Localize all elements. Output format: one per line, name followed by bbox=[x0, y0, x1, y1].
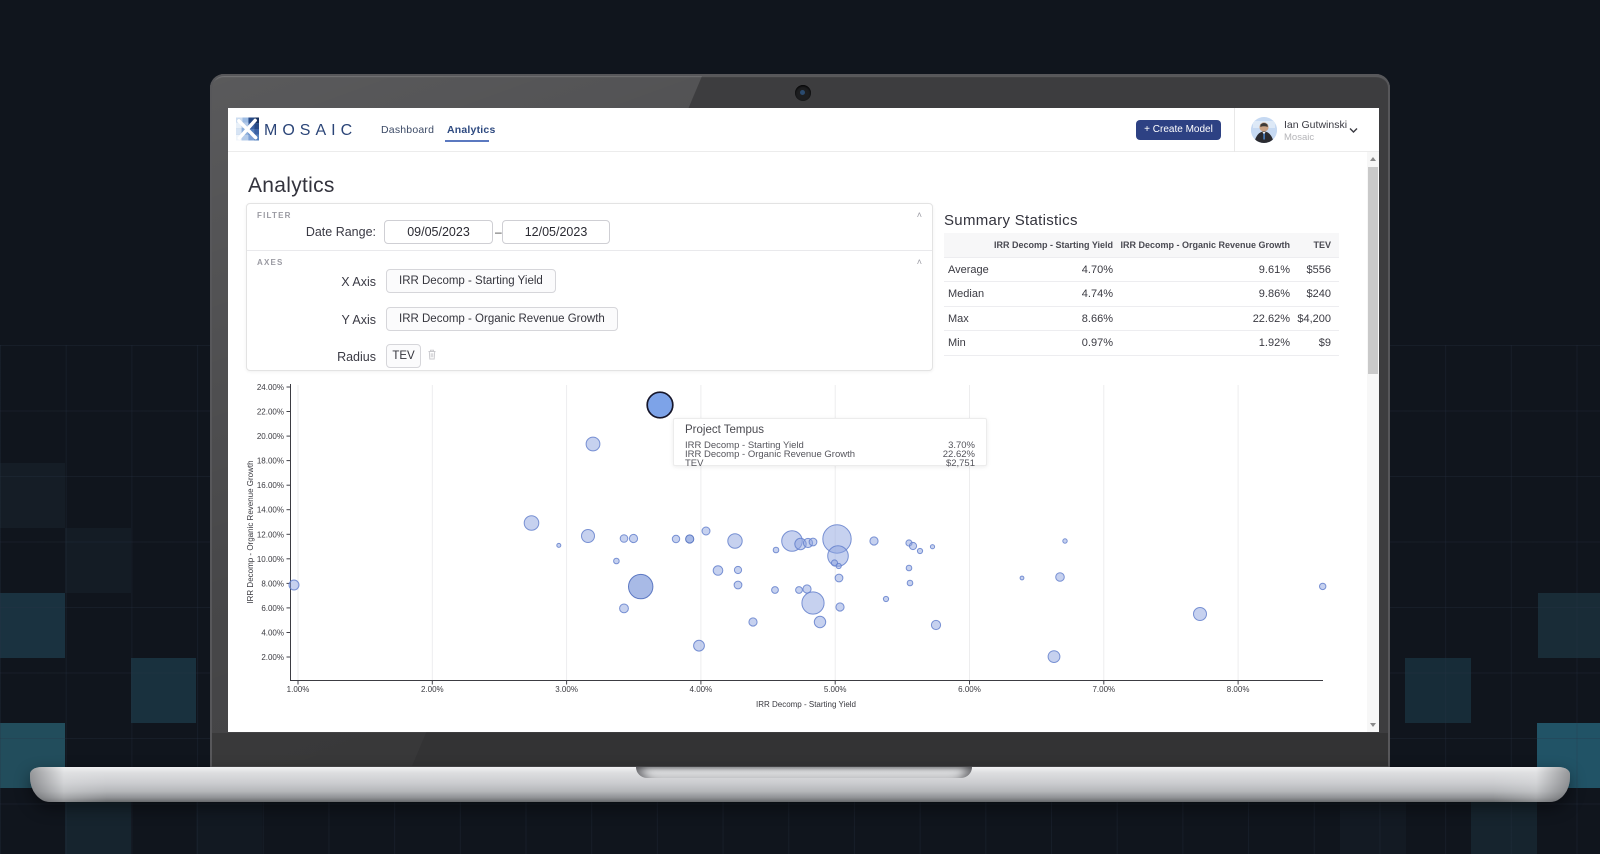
svg-text:20.00%: 20.00% bbox=[257, 432, 284, 441]
svg-text:6.00%: 6.00% bbox=[958, 685, 981, 694]
svg-text:6.00%: 6.00% bbox=[261, 604, 284, 613]
svg-text:2.00%: 2.00% bbox=[261, 653, 284, 662]
svg-text:2.00%: 2.00% bbox=[421, 685, 444, 694]
svg-text:IRR Decomp - Starting Yield: IRR Decomp - Starting Yield bbox=[756, 700, 856, 709]
svg-text:IRR Decomp - Organic Revenue G: IRR Decomp - Organic Revenue Growth bbox=[246, 460, 255, 603]
svg-text:24.00%: 24.00% bbox=[257, 383, 284, 392]
svg-text:4.00%: 4.00% bbox=[690, 685, 713, 694]
svg-text:8.00%: 8.00% bbox=[1227, 685, 1250, 694]
svg-text:22.00%: 22.00% bbox=[257, 408, 284, 417]
svg-text:14.00%: 14.00% bbox=[257, 506, 284, 515]
svg-text:7.00%: 7.00% bbox=[1092, 685, 1115, 694]
svg-text:3.00%: 3.00% bbox=[555, 685, 578, 694]
svg-text:5.00%: 5.00% bbox=[824, 685, 847, 694]
svg-text:4.00%: 4.00% bbox=[261, 629, 284, 638]
svg-text:8.00%: 8.00% bbox=[261, 579, 284, 588]
svg-text:12.00%: 12.00% bbox=[257, 530, 284, 539]
svg-text:18.00%: 18.00% bbox=[257, 457, 284, 466]
svg-text:10.00%: 10.00% bbox=[257, 555, 284, 564]
svg-text:16.00%: 16.00% bbox=[257, 481, 284, 490]
svg-text:1.00%: 1.00% bbox=[287, 685, 310, 694]
